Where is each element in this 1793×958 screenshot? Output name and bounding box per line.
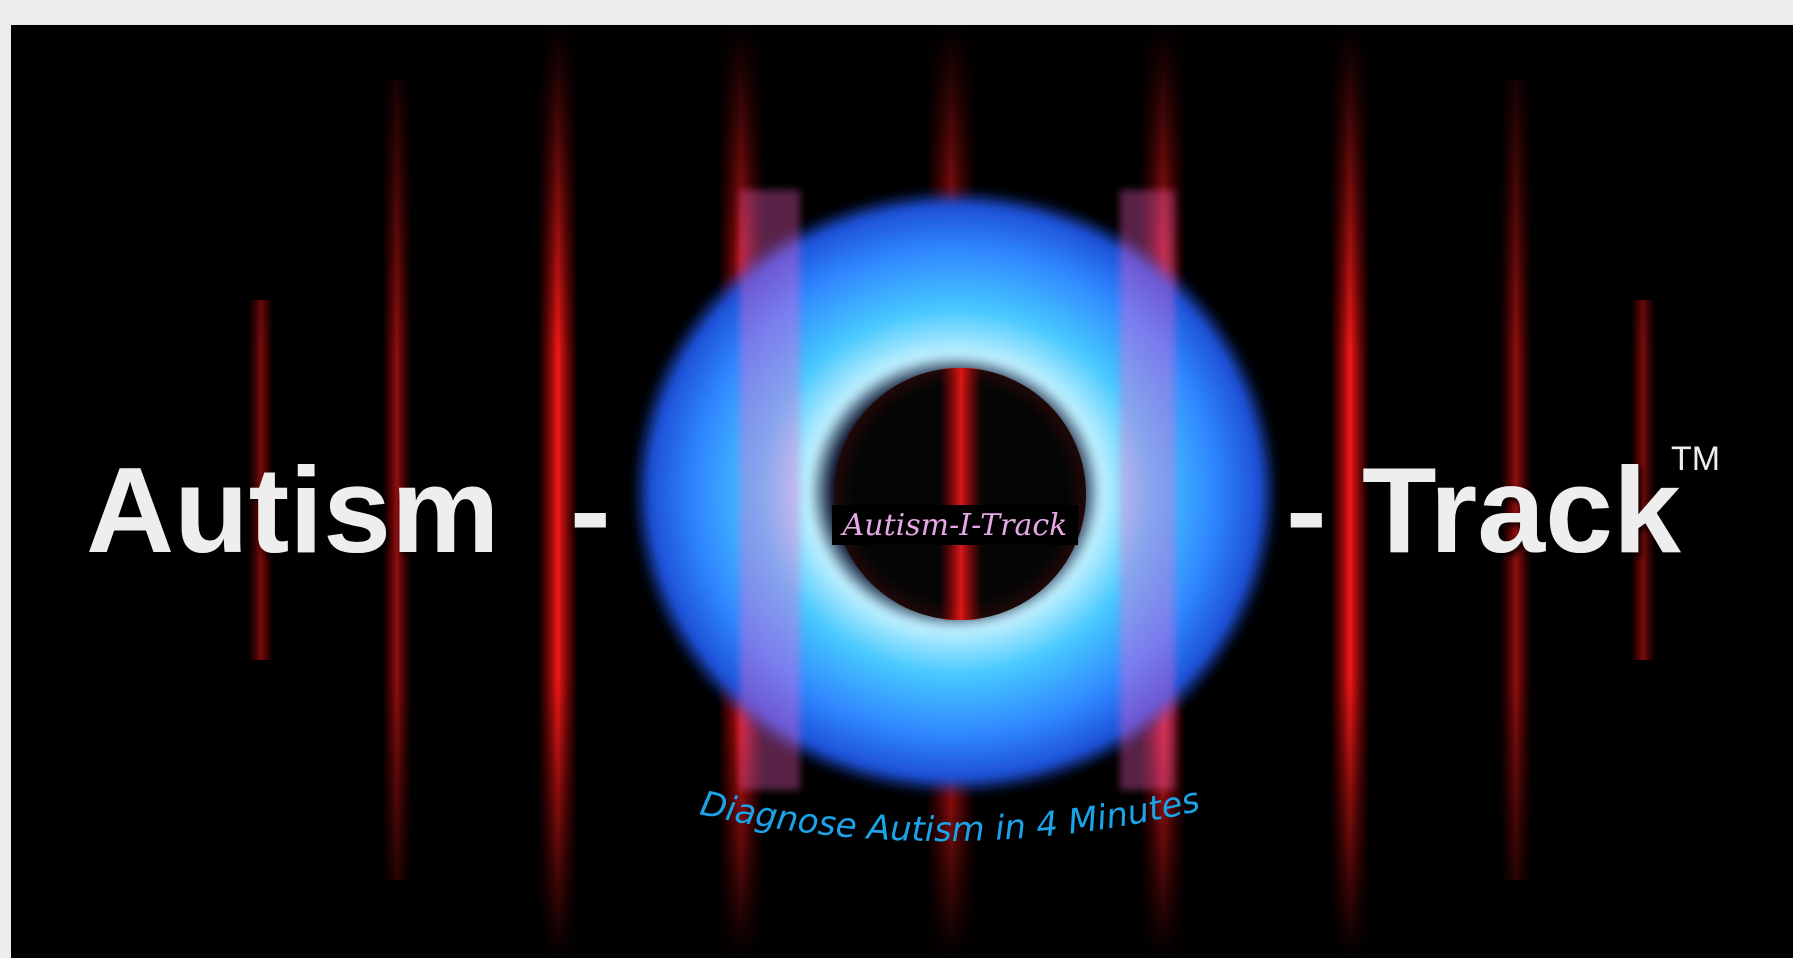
badge-background — [832, 505, 1078, 545]
trademark: TM — [1671, 440, 1720, 478]
title-left: Autism — [86, 442, 499, 578]
badge: Autism-I-Track — [840, 508, 1068, 543]
dash-left: - — [570, 442, 611, 578]
dash-right: - — [1286, 442, 1327, 578]
title-right: Track — [1362, 442, 1681, 578]
eye — [630, 187, 1280, 797]
